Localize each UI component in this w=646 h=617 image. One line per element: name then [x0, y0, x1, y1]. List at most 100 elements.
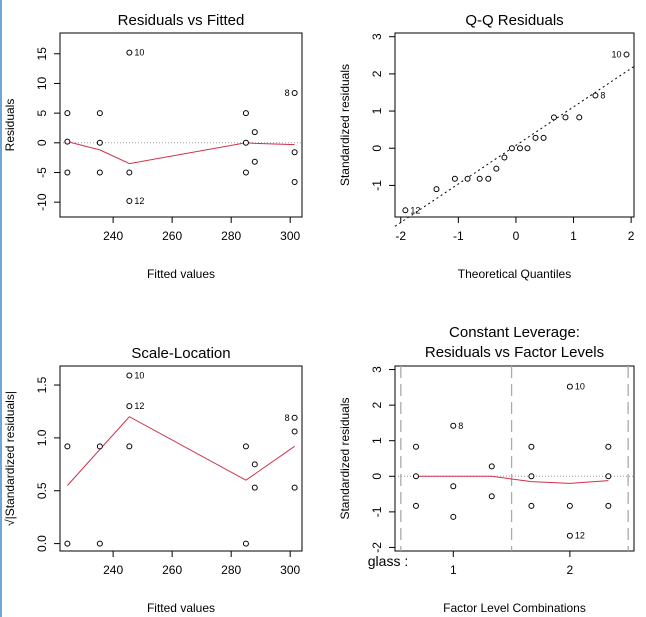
y-tick-label: 3	[370, 366, 384, 373]
plot-frame	[59, 32, 303, 218]
x-tick-label: 2	[567, 563, 574, 577]
point-label: 10	[134, 48, 144, 58]
data-point	[291, 149, 298, 156]
data-point	[605, 443, 612, 450]
data-point	[412, 473, 419, 480]
data-point	[291, 428, 298, 435]
point-label: 12	[134, 401, 144, 411]
data-point	[488, 463, 495, 470]
y-tick-label: -2	[370, 542, 384, 553]
data-point	[501, 154, 508, 161]
data-point	[402, 207, 409, 214]
point-label: 8	[285, 413, 290, 423]
smoother-line	[416, 475, 609, 484]
x-tick-label: 0	[513, 229, 520, 243]
x-tick-label: 260	[162, 229, 182, 243]
point-label: 12	[410, 205, 420, 215]
plot-frame	[394, 365, 635, 552]
x-tick-label: 280	[221, 229, 241, 243]
data-point	[488, 493, 495, 500]
y-tick-label: 1	[370, 107, 384, 114]
plot-title-line: Constant Leverage:	[449, 324, 580, 341]
scale-location-plot: Scale-Location Fitted values √|Standardize…	[3, 345, 303, 615]
data-point	[64, 540, 71, 547]
y-tick-label: 5	[35, 109, 49, 116]
data-point	[242, 139, 249, 146]
plot-title: Scale-Location	[131, 345, 230, 362]
y-tick-label: 1	[370, 437, 384, 444]
data-point	[540, 134, 547, 141]
data-point	[242, 169, 249, 176]
data-point	[450, 483, 457, 490]
plot-frame	[394, 32, 635, 218]
y-tick-label: -10	[35, 193, 49, 211]
data-point	[126, 169, 133, 176]
data-point	[464, 175, 471, 182]
x-tick-label: -2	[395, 229, 406, 243]
factor-label: glass :	[368, 553, 408, 569]
data-point	[433, 186, 440, 193]
x-tick-label: 300	[280, 229, 300, 243]
point-label: 10	[134, 371, 144, 381]
data-point	[64, 110, 71, 117]
data-point	[450, 513, 457, 520]
y-tick-label: 2	[370, 401, 384, 408]
data-point	[605, 473, 612, 480]
plot-title-line: Residuals vs Factor Levels	[425, 344, 604, 361]
y-tick-label: 0	[370, 473, 384, 480]
x-tick-label: 300	[280, 563, 300, 577]
smoother-line	[67, 141, 295, 165]
smoother-line	[67, 416, 295, 486]
data-point	[291, 484, 298, 491]
data-point	[623, 51, 630, 58]
data-point	[550, 114, 557, 121]
data-point	[562, 114, 569, 121]
x-tick-label: -1	[453, 229, 464, 243]
data-point	[251, 461, 258, 468]
data-point	[450, 422, 457, 429]
data-point	[96, 443, 103, 450]
data-point	[566, 532, 573, 539]
x-tick-label: 1	[450, 563, 457, 577]
data-point	[528, 473, 535, 480]
data-point	[412, 502, 419, 509]
data-point	[528, 502, 535, 509]
data-point	[412, 443, 419, 450]
point-label: 10	[575, 382, 585, 392]
x-tick-label: 1	[570, 229, 577, 243]
data-point	[291, 414, 298, 421]
data-point	[251, 158, 258, 165]
y-axis-label: Standardized residuals	[338, 64, 352, 186]
data-point	[476, 175, 483, 182]
data-point	[126, 403, 133, 410]
data-point	[242, 540, 249, 547]
y-axis-label: Residuals	[3, 99, 17, 152]
y-tick-label: 2	[370, 70, 384, 77]
y-tick-label: 0	[35, 139, 49, 146]
data-point	[96, 110, 103, 117]
point-label: 12	[134, 196, 144, 206]
data-point	[251, 484, 258, 491]
data-point	[516, 145, 523, 152]
data-point	[126, 443, 133, 450]
data-point	[242, 110, 249, 117]
x-axis-label: Factor Level Combinations	[443, 601, 586, 615]
plot-frame	[59, 365, 303, 552]
plot-title: Residuals vs Fitted	[118, 12, 245, 29]
data-point	[566, 502, 573, 509]
x-axis-label: Fitted values	[147, 267, 215, 281]
y-axis-label: Standardized residuals	[338, 397, 352, 519]
residuals-vs-factor-levels-plot: Constant Leverage: Residuals vs Factor Le…	[338, 324, 635, 615]
y-tick-label: 15	[35, 47, 49, 61]
data-point	[291, 178, 298, 185]
x-axis-label: Fitted values	[147, 601, 215, 615]
data-point	[532, 134, 539, 141]
data-point	[126, 372, 133, 379]
data-point	[126, 197, 133, 204]
data-point	[291, 89, 298, 96]
data-point	[96, 169, 103, 176]
point-label: 10	[611, 50, 621, 60]
point-label: 8	[458, 421, 463, 431]
qq-reference-line	[394, 66, 635, 227]
